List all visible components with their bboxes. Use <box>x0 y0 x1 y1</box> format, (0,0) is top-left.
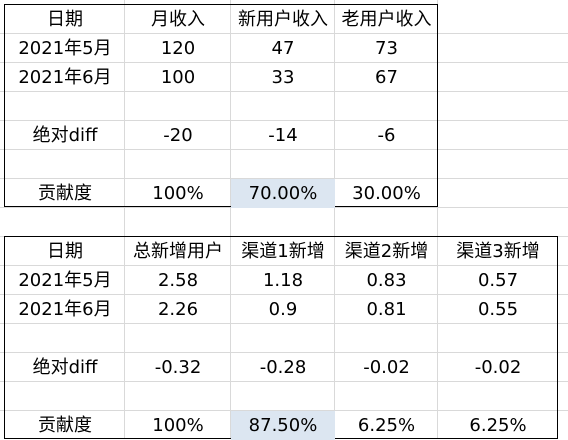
revenue-table: 日期 月收入 新用户收入 老用户收入 2021年5月 120 47 73 202… <box>4 4 438 208</box>
table-cell[interactable]: -6 <box>377 125 396 146</box>
table-row: 贡献度 100% 87.50% 6.25% 6.25% <box>5 411 557 440</box>
table-row <box>5 150 437 179</box>
table-cell[interactable]: 2.58 <box>157 270 199 291</box>
grid-line <box>0 352 568 353</box>
table-cell[interactable]: -14 <box>268 125 298 146</box>
grid-line <box>230 0 231 439</box>
table-header-row: 日期 总新增用户 渠道1新增 渠道2新增 渠道3新增 <box>5 237 557 266</box>
table-cell[interactable] <box>5 150 125 179</box>
table-cell[interactable]: 100% <box>152 183 204 204</box>
header-cell[interactable]: 新用户收入 <box>238 9 328 30</box>
table-cell[interactable]: 2021年5月 <box>18 270 112 291</box>
table-cell[interactable] <box>438 324 558 353</box>
grid-line <box>0 62 568 63</box>
grid-line <box>334 0 335 439</box>
table-cell[interactable] <box>231 150 335 179</box>
table-cell[interactable]: 绝对diff <box>32 125 98 146</box>
table-cell[interactable] <box>335 382 438 411</box>
table-row: 2021年5月 120 47 73 <box>5 34 437 63</box>
header-cell[interactable]: 日期 <box>47 241 83 262</box>
grid-line <box>0 91 568 92</box>
header-cell[interactable]: 渠道3新增 <box>456 241 540 262</box>
table-cell[interactable]: -0.28 <box>259 357 307 378</box>
grid-line <box>0 120 568 121</box>
table-cell[interactable]: 0.81 <box>366 299 407 320</box>
grid-line <box>0 410 568 411</box>
table-cell[interactable] <box>231 92 335 121</box>
table-cell[interactable]: -0.32 <box>154 357 202 378</box>
table-cell[interactable]: 2021年5月 <box>18 38 112 59</box>
table-row <box>5 92 437 121</box>
table-row: 2021年6月 100 33 67 <box>5 63 437 92</box>
table-cell[interactable] <box>335 150 438 179</box>
table-cell[interactable]: -20 <box>163 125 193 146</box>
table-row: 绝对diff -0.32 -0.28 -0.02 -0.02 <box>5 353 557 382</box>
table-cell[interactable]: 120 <box>160 38 196 59</box>
table-cell[interactable] <box>5 92 125 121</box>
header-cell[interactable]: 日期 <box>47 9 83 30</box>
header-cell[interactable]: 老用户收入 <box>341 9 432 30</box>
table-cell[interactable] <box>231 382 335 411</box>
grid-line <box>0 381 568 382</box>
grid-line <box>437 0 438 439</box>
table-row: 绝对diff -20 -14 -6 <box>5 121 437 150</box>
highlighted-cell[interactable]: 70.00% <box>231 179 335 208</box>
new-users-table: 日期 总新增用户 渠道1新增 渠道2新增 渠道3新增 2021年5月 2.58 … <box>4 236 558 440</box>
table-cell[interactable] <box>125 324 231 353</box>
table-cell[interactable]: 0.55 <box>477 299 519 320</box>
table-row: 2021年5月 2.58 1.18 0.83 0.57 <box>5 266 557 295</box>
table-cell[interactable]: -0.02 <box>363 357 410 378</box>
table-cell[interactable]: 2.26 <box>157 299 199 320</box>
grid-line <box>124 0 125 439</box>
table-cell[interactable]: 100 <box>160 67 196 88</box>
header-cell[interactable]: 总新增用户 <box>133 241 223 262</box>
table-cell[interactable]: -0.02 <box>474 357 522 378</box>
table-cell[interactable]: 6.25% <box>357 415 416 436</box>
table-row: 2021年6月 2.26 0.9 0.81 0.55 <box>5 295 557 324</box>
table-cell[interactable] <box>438 382 558 411</box>
highlighted-cell[interactable]: 87.50% <box>231 411 335 440</box>
table-cell[interactable] <box>335 92 438 121</box>
table-cell[interactable] <box>231 324 335 353</box>
table-cell[interactable]: 67 <box>375 67 398 88</box>
table-row: 贡献度 100% 70.00% 30.00% <box>5 179 437 208</box>
table-cell[interactable]: 2021年6月 <box>18 67 112 88</box>
table-cell[interactable]: 0.57 <box>477 270 519 291</box>
table-row <box>5 324 557 353</box>
table-cell[interactable]: 33 <box>271 67 295 88</box>
table-cell[interactable]: 6.25% <box>469 415 527 436</box>
table-cell[interactable]: 0.83 <box>366 270 407 291</box>
grid-line <box>0 323 568 324</box>
table-cell[interactable] <box>125 382 231 411</box>
table-cell[interactable]: 30.00% <box>352 183 421 204</box>
table-header-row: 日期 月收入 新用户收入 老用户收入 <box>5 5 437 34</box>
header-cell[interactable]: 月收入 <box>151 9 205 30</box>
grid-line <box>0 265 568 266</box>
table-cell[interactable] <box>125 92 231 121</box>
table-cell[interactable]: 绝对diff <box>32 357 98 378</box>
header-cell[interactable]: 渠道2新增 <box>344 241 429 262</box>
table-cell[interactable]: 1.18 <box>262 270 304 291</box>
grid-line <box>0 149 568 150</box>
table-cell[interactable]: 贡献度 <box>38 415 92 436</box>
grid-line <box>0 178 568 179</box>
grid-line <box>0 294 568 295</box>
table-cell[interactable]: 73 <box>375 38 398 59</box>
grid-line <box>0 33 568 34</box>
header-cell[interactable]: 渠道1新增 <box>241 241 325 262</box>
table-cell[interactable] <box>335 324 438 353</box>
table-cell[interactable]: 贡献度 <box>38 183 92 204</box>
table-cell[interactable] <box>5 324 125 353</box>
table-cell[interactable] <box>5 382 125 411</box>
table-cell[interactable]: 2021年6月 <box>18 299 112 320</box>
table-cell[interactable]: 100% <box>152 415 204 436</box>
table-cell[interactable] <box>125 150 231 179</box>
table-cell[interactable]: 47 <box>271 38 295 59</box>
table-cell[interactable]: 0.9 <box>268 299 298 320</box>
table-row <box>5 382 557 411</box>
